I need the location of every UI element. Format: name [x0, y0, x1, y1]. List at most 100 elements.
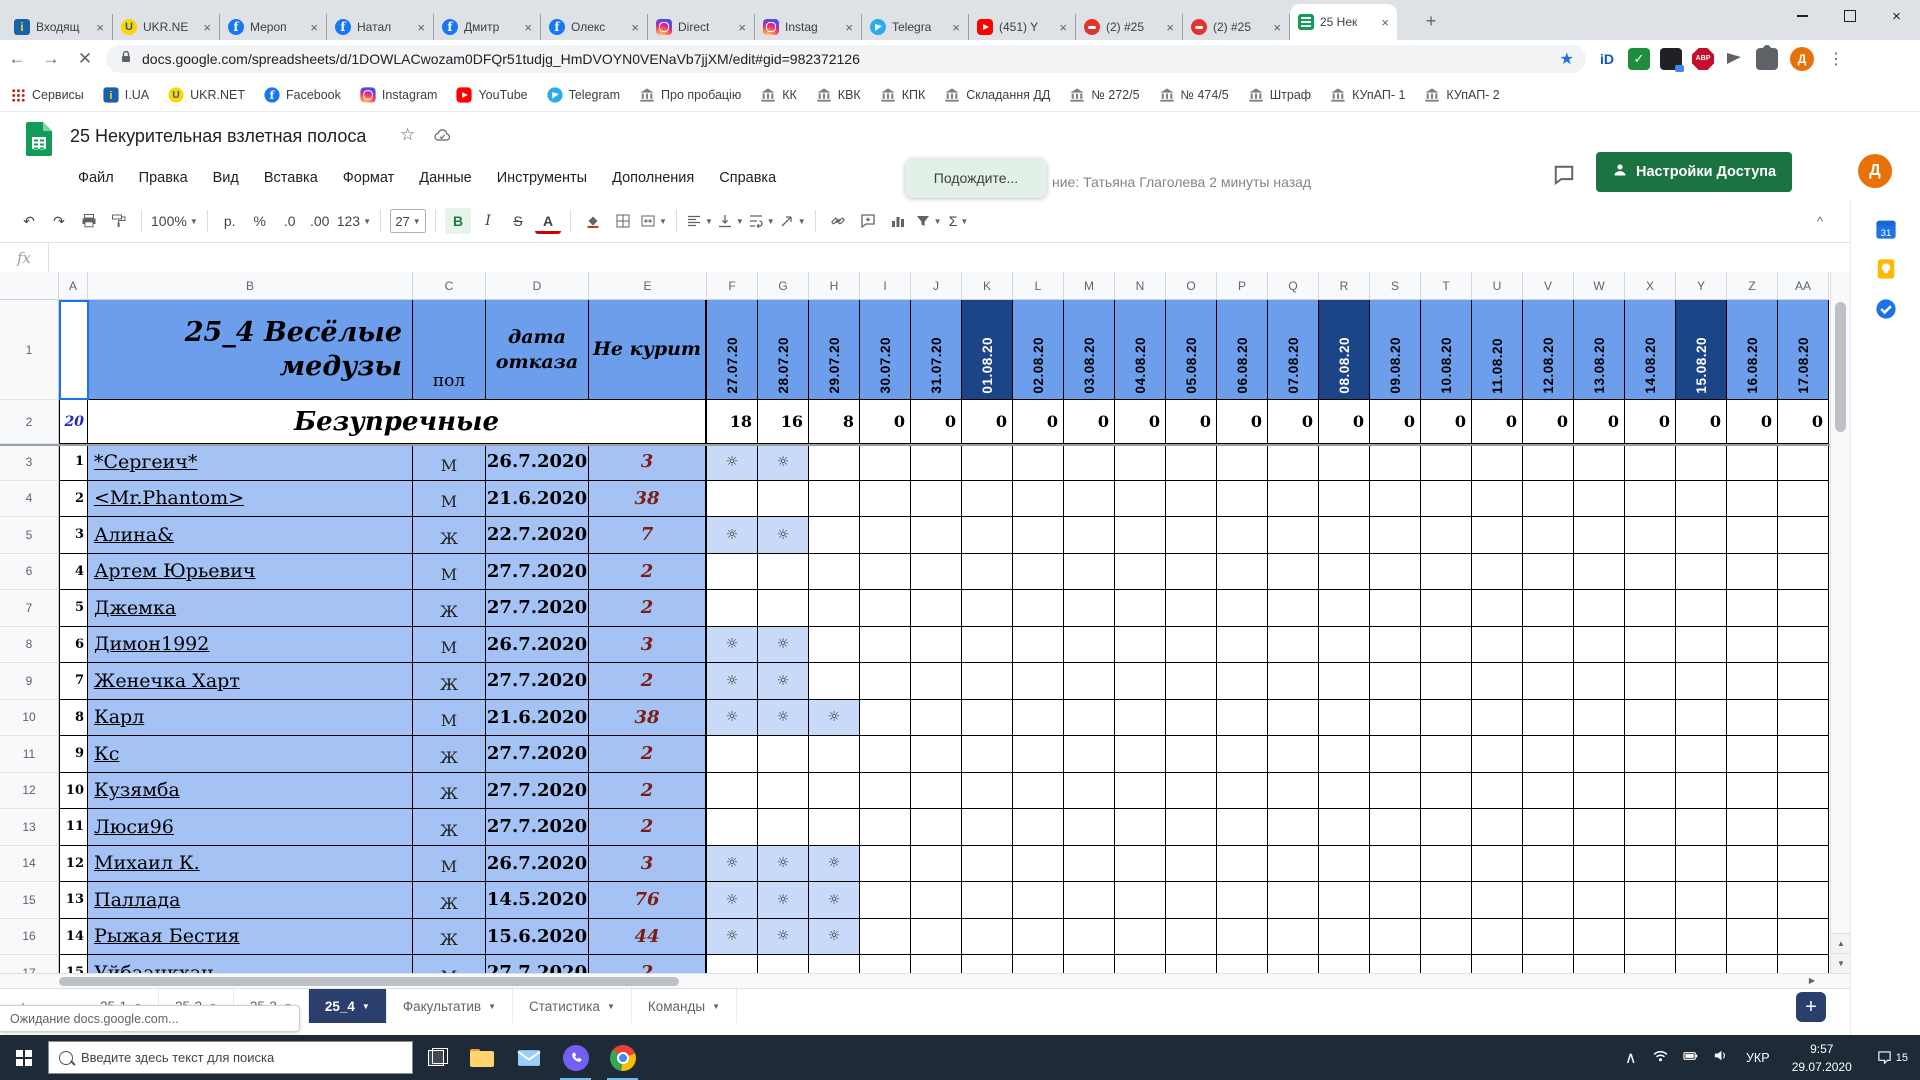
paint-format-icon[interactable]	[106, 208, 132, 234]
day-mark-cell[interactable]	[1676, 882, 1727, 919]
day-mark-cell[interactable]	[1064, 480, 1115, 517]
menu-справка[interactable]: Справка	[719, 170, 777, 186]
cell-days-count[interactable]: 2	[589, 736, 707, 773]
day-mark-cell[interactable]	[1421, 736, 1472, 773]
day-mark-cell[interactable]	[1727, 517, 1778, 554]
day-mark-cell[interactable]	[1064, 845, 1115, 882]
day-mark-cell[interactable]	[1217, 480, 1268, 517]
cell-member-number[interactable]: 5	[59, 590, 88, 627]
day-mark-cell[interactable]	[1013, 736, 1064, 773]
date-column-header[interactable]: 10.08.20	[1421, 300, 1472, 400]
day-mark-cell[interactable]	[1676, 444, 1727, 481]
day-mark-cell[interactable]	[1166, 845, 1217, 882]
tab-close-icon[interactable]: ×	[1166, 19, 1174, 35]
day-mark-cell[interactable]	[1574, 626, 1625, 663]
cell-member-number[interactable]: 6	[59, 626, 88, 663]
day-mark-cell[interactable]	[1727, 918, 1778, 955]
day-mark-cell[interactable]	[1064, 772, 1115, 809]
cell-total-count[interactable]: 20	[59, 400, 88, 444]
column-header-V[interactable]: V	[1523, 272, 1574, 300]
cell-days-count[interactable]: 38	[589, 699, 707, 736]
day-mark-cell[interactable]	[809, 626, 860, 663]
day-mark-cell[interactable]	[1115, 809, 1166, 846]
day-mark-cell[interactable]	[1013, 517, 1064, 554]
language-indicator[interactable]: УКР	[1745, 1050, 1770, 1065]
strikethrough-button[interactable]: S	[513, 213, 523, 229]
day-mark-cell[interactable]	[911, 444, 962, 481]
row-header[interactable]: 2	[0, 400, 59, 444]
cell-no-smoke-header[interactable]: Не курит	[589, 300, 707, 400]
text-wrap-icon[interactable]: ▼	[748, 208, 775, 234]
day-mark-cell[interactable]	[1319, 845, 1370, 882]
bookmark-item[interactable]: Про пробацію	[639, 87, 741, 103]
day-mark-cell[interactable]	[1676, 626, 1727, 663]
day-mark-cell[interactable]	[1472, 480, 1523, 517]
day-mark-cell[interactable]	[1013, 590, 1064, 627]
day-mark-cell[interactable]	[1676, 590, 1727, 627]
day-mark-cell[interactable]	[1166, 480, 1217, 517]
day-mark-cell[interactable]	[1013, 626, 1064, 663]
bookmark-item[interactable]: Складання ДД	[944, 87, 1050, 103]
date-column-header[interactable]: 05.08.20	[1166, 300, 1217, 400]
day-mark-cell[interactable]	[1370, 736, 1421, 773]
day-mark-cell[interactable]	[1421, 772, 1472, 809]
day-mark-cell[interactable]	[1625, 590, 1676, 627]
day-mark-cell[interactable]	[1625, 809, 1676, 846]
day-mark-cell[interactable]	[1472, 918, 1523, 955]
day-mark-cell[interactable]	[809, 480, 860, 517]
cell-days-count[interactable]: 44	[589, 918, 707, 955]
day-mark-cell[interactable]	[1013, 772, 1064, 809]
date-column-header[interactable]: 27.07.20	[707, 300, 758, 400]
vertical-scroll-thumb[interactable]	[1835, 302, 1846, 432]
day-mark-cell[interactable]	[1625, 699, 1676, 736]
date-column-header[interactable]: 08.08.20	[1319, 300, 1370, 400]
day-mark-cell[interactable]	[1217, 809, 1268, 846]
tab-close-icon[interactable]: ×	[524, 19, 532, 35]
browser-tab[interactable]: (2) #25 ×	[1183, 14, 1290, 40]
cell-member-number[interactable]: 11	[59, 809, 88, 846]
menu-дополнения[interactable]: Дополнения	[612, 170, 695, 186]
row-header[interactable]: 10	[0, 699, 59, 736]
day-mark-cell[interactable]	[860, 444, 911, 481]
row-header[interactable]: 11	[0, 736, 59, 773]
browser-tab[interactable]: Входящ ×	[6, 14, 113, 40]
date-column-header[interactable]: 15.08.20	[1676, 300, 1727, 400]
cell-member-number[interactable]: 9	[59, 736, 88, 773]
cell-gender-header[interactable]: пол	[413, 300, 486, 400]
day-mark-cell[interactable]	[1166, 663, 1217, 700]
merge-cells-icon[interactable]: ▼	[640, 208, 667, 234]
cell-gender[interactable]: М	[413, 845, 486, 882]
day-mark-cell[interactable]	[1778, 845, 1829, 882]
day-mark-cell[interactable]	[1472, 663, 1523, 700]
day-mark-cell[interactable]	[1166, 882, 1217, 919]
tab-close-icon[interactable]: ×	[952, 19, 960, 35]
grid-corner[interactable]	[0, 272, 59, 300]
day-mark-cell[interactable]	[1574, 809, 1625, 846]
day-mark-cell[interactable]	[1370, 699, 1421, 736]
date-column-header[interactable]: 30.07.20	[860, 300, 911, 400]
day-mark-cell[interactable]	[1370, 480, 1421, 517]
day-mark-cell[interactable]	[1217, 955, 1268, 973]
day-mark-cell[interactable]	[1268, 736, 1319, 773]
day-mark-cell[interactable]	[1064, 663, 1115, 700]
day-mark-cell[interactable]	[962, 444, 1013, 481]
cell-days-count[interactable]: 2	[589, 590, 707, 627]
day-mark-cell[interactable]	[809, 736, 860, 773]
day-mark-cell[interactable]	[758, 955, 809, 973]
italic-button[interactable]: I	[485, 213, 491, 229]
summary-value-cell[interactable]: 0	[1064, 400, 1115, 444]
day-mark-cell[interactable]	[860, 663, 911, 700]
day-mark-cell[interactable]	[1523, 736, 1574, 773]
day-mark-cell[interactable]	[707, 772, 758, 809]
day-mark-cell[interactable]	[1268, 517, 1319, 554]
day-mark-cell[interactable]	[1115, 590, 1166, 627]
summary-value-cell[interactable]: 0	[1625, 400, 1676, 444]
day-mark-cell[interactable]	[1013, 663, 1064, 700]
day-mark-cell[interactable]	[1727, 882, 1778, 919]
day-mark-cell[interactable]	[1166, 955, 1217, 973]
day-mark-cell[interactable]	[1370, 955, 1421, 973]
browser-tab[interactable]: 25 Нек ×	[1290, 4, 1397, 40]
column-header-L[interactable]: L	[1013, 272, 1064, 300]
collapse-toolbar-icon[interactable]: ^	[1816, 214, 1824, 229]
date-column-header[interactable]: 14.08.20	[1625, 300, 1676, 400]
